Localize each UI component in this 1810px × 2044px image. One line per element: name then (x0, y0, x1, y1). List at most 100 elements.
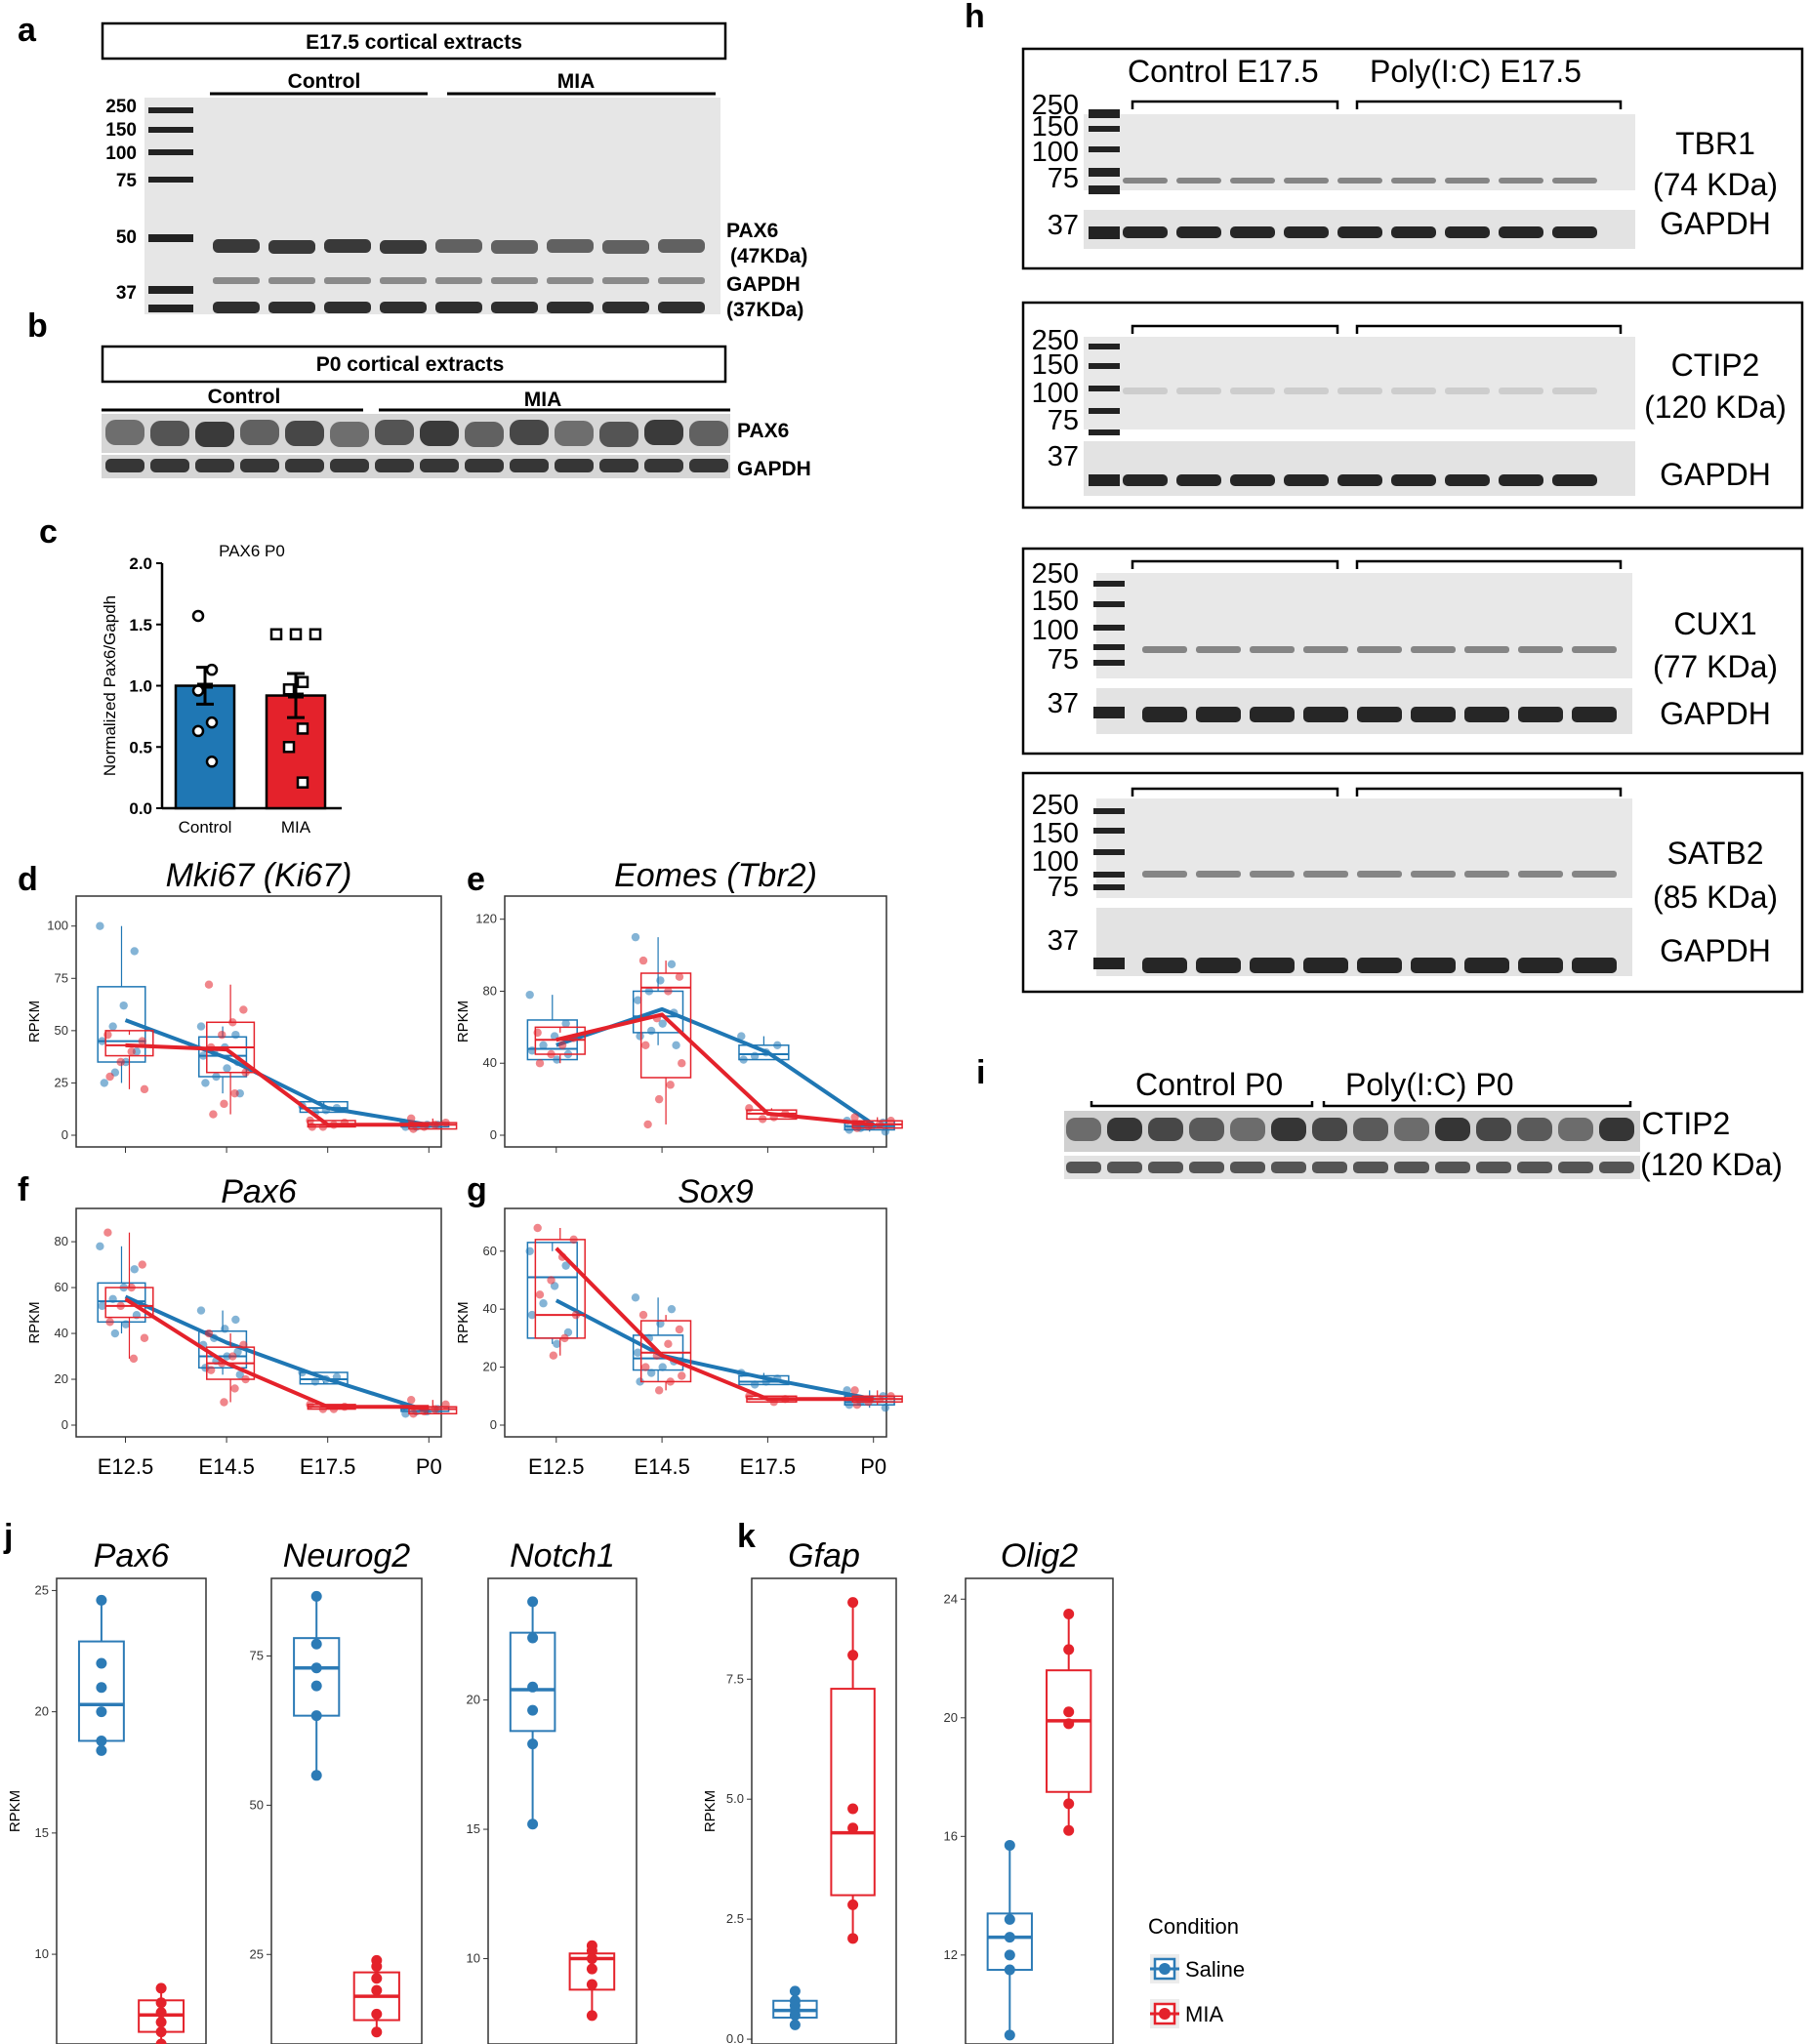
panel-h-protein-size: (74 KDa) (1653, 167, 1778, 202)
panel-h-target-band (1284, 388, 1329, 394)
panel-e-point (557, 1041, 567, 1049)
panel-d-ytick: 0 (62, 1127, 68, 1142)
panel-k-point (847, 1650, 859, 1661)
panel-h-protein-size: (120 KDa) (1644, 389, 1787, 425)
panel-g-xtick: E17.5 (740, 1454, 797, 1479)
panel-j-gene-title: Notch1 (510, 1537, 615, 1574)
panel-j-ytick: 15 (35, 1825, 49, 1840)
panel-d-title: Mki67 (Ki67) (166, 857, 352, 894)
panel-b-gapdh-band (689, 459, 728, 472)
panel-g-point (875, 1395, 884, 1404)
panel-f-point (235, 1370, 244, 1379)
panel-g-ytick: 0 (490, 1417, 497, 1432)
panel-g-point (634, 1348, 642, 1357)
panel-a-pax6-band (547, 239, 594, 253)
panel-i-ctip2-band (1476, 1118, 1511, 1141)
panel-i-ctip2-band (1312, 1118, 1347, 1141)
panel-label-j: j (3, 1518, 13, 1555)
panel-f-point (129, 1354, 139, 1364)
panel-h-gapdh-band (1123, 474, 1168, 486)
panel-h-marker-37: 37 (1048, 925, 1079, 957)
panel-j-ytick: 10 (35, 1946, 49, 1961)
panel-h-gapdh-band (1250, 958, 1295, 973)
panel-d-point (212, 1072, 221, 1082)
panel-a-pax6-band (658, 239, 705, 253)
panel-b-gapdh-band (420, 459, 459, 472)
panel-h-marker-75: 75 (1048, 163, 1079, 194)
panel-h-target-band (1250, 871, 1295, 878)
panel-e-point (547, 1049, 555, 1059)
panel-label-a: a (18, 12, 37, 49)
panel-i-ctip2-band (1558, 1118, 1593, 1141)
panel-j-ytick: 15 (467, 1821, 480, 1836)
panel-h-target-band (1196, 646, 1241, 653)
panel-d-point (409, 1124, 418, 1133)
panel-i-gapdh-band (1353, 1162, 1388, 1173)
panel-g-point (636, 1377, 644, 1386)
panel-j-point (96, 1744, 107, 1756)
panel-g-title: Sox9 (678, 1173, 754, 1210)
panel-g-point (852, 1401, 862, 1410)
panel-i-gapdh-band (1476, 1162, 1511, 1173)
panel-h-gapdh-band (1357, 707, 1402, 722)
panel-e-point (631, 932, 640, 942)
panel-h-loading-control: GAPDH (1660, 206, 1771, 241)
panel-a-band-pax6-size: (47KDa) (730, 245, 807, 267)
panel-h-marker-100: 100 (1032, 846, 1079, 878)
panel-a-pax6-band (435, 239, 482, 253)
panel-d-ytick: 50 (55, 1023, 68, 1038)
panel-a-gapdh-band (547, 302, 594, 313)
panel-a-marker-100: 100 (105, 143, 137, 164)
panel-k-point (847, 1822, 859, 1834)
panel-f-box-plot: Pax6 0 20 40 60 80 RPKM E12.5 E14.5 E17.5 P0 (26, 1173, 458, 1479)
panel-c-point (289, 628, 303, 641)
panel-k-point (1063, 1718, 1075, 1730)
panel-j-point (371, 1984, 383, 1996)
panel-a-gapdh-band (491, 302, 538, 313)
panel-d-ytick: 75 (55, 970, 68, 985)
panel-e-point (643, 1120, 652, 1129)
panel-b-gapdh-band (105, 459, 144, 472)
panel-e-point (641, 1041, 650, 1049)
panel-h-marker-150: 150 (1032, 111, 1079, 143)
panel-f-xtick: E17.5 (300, 1454, 356, 1479)
panel-c-point (269, 628, 283, 641)
panel-h-marker-37: 37 (1048, 441, 1079, 472)
panel-j-ytick: 50 (250, 1797, 264, 1812)
panel-g-point (547, 1276, 555, 1285)
panel-h-gapdh-band (1464, 707, 1509, 722)
panel-label-k: k (737, 1518, 756, 1555)
panel-a-gapdh-band (658, 302, 705, 313)
panel-j-point (586, 1979, 597, 1990)
panel-k-point (1004, 1964, 1015, 1976)
panel-h-marker-37: 37 (1048, 210, 1079, 241)
panel-a-nonspecific-band (602, 277, 649, 284)
panel-e-point (666, 1081, 675, 1089)
panel-j-gene-notch1: Notch1 10 15 20 (467, 1537, 638, 2044)
panel-h-gapdh-band (1303, 707, 1348, 722)
panel-a-nonspecific-band (213, 277, 260, 284)
panel-a-pax6-band (491, 240, 538, 254)
panel-a-group-control: Control (288, 70, 361, 93)
panel-j-point (155, 2007, 167, 2019)
panel-d-box-plot: Mki67 (Ki67) 0 25 50 75 100 RPKM (26, 857, 458, 1153)
panel-h-target-band (1411, 871, 1456, 878)
panel-c-point (296, 675, 309, 688)
panel-f-ylabel: RPKM (26, 1301, 43, 1343)
panel-h-target-band (1357, 871, 1402, 878)
panel-k-point (1004, 2029, 1015, 2041)
panel-i-ctip2-band (1189, 1118, 1224, 1141)
panel-d-point (431, 1121, 439, 1129)
panel-c-ylabel: Normalized Pax6/Gapdh (101, 595, 119, 776)
panel-a-marker-37: 37 (116, 283, 137, 304)
panel-a-marker-250: 250 (105, 97, 137, 117)
panel-a-ladder (148, 107, 193, 312)
panel-e-point (539, 1041, 548, 1049)
panel-b-pax6-band (240, 420, 279, 445)
panel-a-pax6-band (602, 240, 649, 254)
panel-label-d: d (18, 861, 38, 898)
panel-f-point (420, 1407, 429, 1416)
panel-f-point (241, 1374, 250, 1384)
panel-h-target-band (1284, 178, 1329, 184)
panel-e-point (533, 1028, 542, 1038)
